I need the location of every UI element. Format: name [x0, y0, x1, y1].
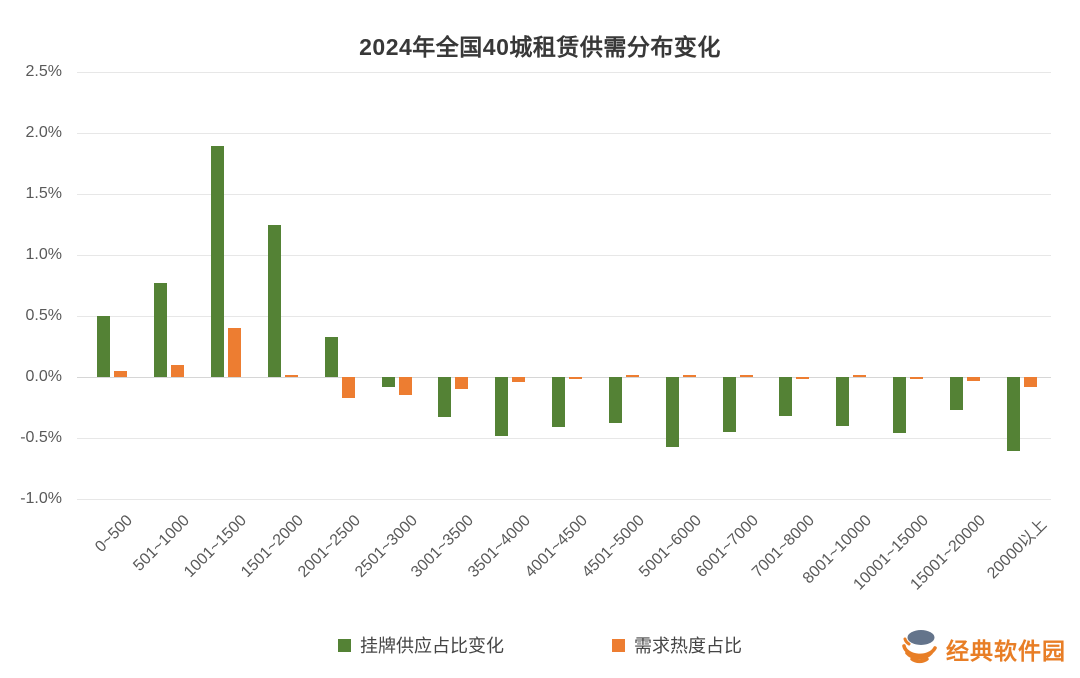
supply-bar: [608, 377, 622, 424]
demand-bar: [909, 377, 923, 380]
supply-legend-swatch: [338, 638, 351, 652]
legend-item-demand: 需求热度占比: [612, 632, 742, 658]
y-axis-tick-label: -0.5%: [20, 429, 62, 446]
globe-logo-icon: [899, 625, 941, 672]
gridline: [77, 499, 1051, 500]
demand-bar: [966, 377, 980, 381]
supply-bar: [97, 316, 111, 377]
demand-bar: [114, 370, 128, 377]
demand-bar: [171, 364, 185, 377]
demand-bar: [228, 328, 242, 377]
demand-bar: [853, 374, 867, 377]
supply-bar: [324, 336, 338, 377]
y-axis-tick-label: 1.0%: [25, 246, 62, 263]
supply-bar: [779, 377, 793, 416]
x-axis-tick-label: 20000以上: [983, 516, 1050, 583]
watermark-text: 经典软件园: [946, 637, 1066, 664]
demand-bar: [341, 377, 355, 398]
supply-bar: [552, 377, 565, 427]
supply-bar: [211, 146, 225, 377]
supply-bar: [722, 377, 736, 432]
supply-bar: [438, 377, 452, 418]
y-axis-tick-label: 2.0%: [25, 124, 62, 141]
x-axis-tick-label: 0~500: [92, 512, 137, 556]
supply-bar: [836, 377, 850, 426]
y-axis-tick-label: 1.5%: [25, 185, 62, 202]
gridline: [77, 316, 1051, 317]
demand-bar: [512, 377, 526, 382]
y-axis-tick-label: 0.5%: [25, 307, 62, 324]
supply-bar: [495, 377, 509, 436]
supply-legend-label: 挂牌供应占比变化: [360, 636, 504, 656]
y-axis-tick-label: 0.0%: [25, 368, 62, 385]
demand-legend-swatch: [612, 638, 625, 652]
supply-bar: [1006, 377, 1020, 452]
demand-bar: [796, 377, 810, 379]
demand-bar: [569, 377, 582, 380]
supply-bar: [154, 283, 168, 377]
y-axis-tick-label: 2.5%: [25, 63, 62, 80]
gridline: [77, 194, 1051, 195]
supply-bar: [665, 377, 679, 447]
legend: 挂牌供应占比变化 需求热度占比: [0, 632, 1080, 658]
demand-bar: [1023, 377, 1037, 387]
gridline: [77, 72, 1051, 73]
demand-bar: [625, 374, 639, 377]
demand-legend-label: 需求热度占比: [634, 636, 742, 656]
demand-bar: [284, 374, 298, 377]
supply-bar: [949, 377, 963, 410]
demand-bar: [739, 374, 753, 377]
supply-bar: [381, 377, 395, 387]
demand-bar: [682, 374, 696, 377]
watermark: 经典软件园: [899, 625, 1066, 672]
gridline: [77, 133, 1051, 134]
supply-bar: [267, 224, 281, 377]
y-axis: 2.5% 2.0% 1.5% 1.0% 0.5% 0.0% -0.5% -1.0%: [0, 63, 62, 507]
y-axis-tick-label: -1.0%: [20, 490, 62, 507]
gridline: [77, 255, 1051, 256]
supply-bar: [892, 377, 906, 434]
chart-title: 2024年全国40城租赁供需分布变化: [359, 34, 721, 60]
demand-bar: [455, 377, 469, 390]
legend-item-supply: 挂牌供应占比变化: [338, 632, 504, 658]
gridline: [77, 438, 1051, 439]
plot-area: 0~500 501~1000 1001~1500 1501~2000 2001~2500…: [77, 72, 1051, 594]
demand-bar: [398, 377, 412, 396]
